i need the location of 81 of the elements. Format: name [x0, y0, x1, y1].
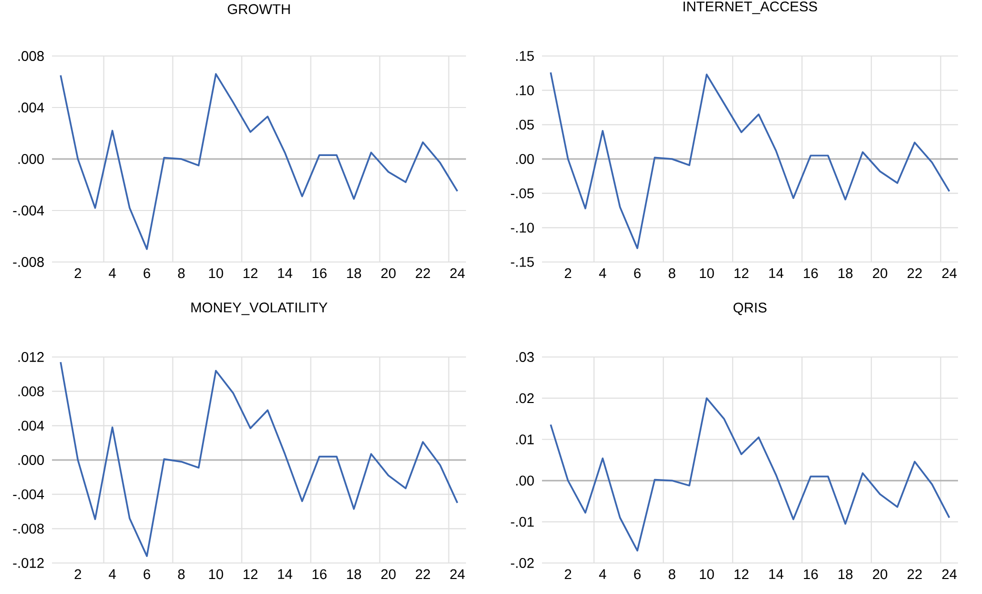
y-tick-label: -.02: [510, 558, 534, 568]
x-tick-label: 6: [634, 569, 641, 580]
y-tick-label: -.01: [510, 516, 534, 527]
x-tick-label: 8: [668, 569, 676, 580]
y-tick-label: .012: [18, 352, 44, 362]
x-tick-label: 18: [838, 268, 853, 278]
y-tick-label: .00: [516, 476, 534, 486]
x-tick-label: 20: [381, 569, 396, 580]
x-tick-label: 16: [804, 268, 818, 278]
x-tick-label: 16: [312, 569, 327, 580]
x-tick-label: 14: [769, 569, 784, 579]
x-tick-label: 10: [209, 268, 224, 278]
x-tick-label: 12: [244, 268, 258, 278]
x-tick-label: 24: [942, 268, 957, 278]
y-tick-label: .02: [516, 393, 534, 404]
chart-title: INTERNET_ACCESS: [684, 2, 818, 14]
y-tick-label: .03: [516, 352, 534, 362]
x-tick-label: 20: [872, 569, 888, 580]
x-tick-label: 10: [209, 569, 224, 580]
x-tick-label: 22: [908, 569, 922, 580]
x-tick-label: 2: [564, 268, 572, 278]
y-tick-label: .15: [516, 51, 534, 61]
y-tick-label: -.004: [13, 206, 44, 216]
y-tick-label: -.15: [510, 257, 534, 267]
x-tick-label: 8: [178, 569, 185, 580]
line-series: [60, 73, 458, 250]
x-tick-label: 16: [312, 268, 327, 278]
x-tick-label: 6: [634, 268, 641, 278]
y-tick-label: -.008: [13, 257, 44, 267]
x-tick-label: 8: [178, 268, 185, 278]
x-tick-label: 16: [804, 569, 818, 580]
x-tick-label: 24: [942, 569, 957, 580]
x-tick-label: 14: [278, 569, 292, 579]
x-tick-label: 4: [599, 268, 606, 278]
y-tick-label: -.008: [13, 524, 44, 534]
x-tick-label: 6: [144, 569, 150, 580]
line-series: [550, 397, 950, 552]
x-tick-label: 12: [244, 569, 258, 580]
y-tick-label: -.10: [510, 222, 534, 233]
y-tick-label: .008: [18, 386, 44, 396]
x-tick-label: 14: [278, 268, 292, 278]
x-tick-label: 2: [564, 569, 572, 580]
x-tick-label: 12: [734, 268, 748, 278]
x-tick-label: 6: [144, 268, 150, 278]
x-tick-label: 2: [74, 569, 82, 580]
x-tick-label: 4: [108, 569, 116, 579]
chart-title: QRIS: [734, 302, 766, 316]
y-tick-label: .004: [18, 102, 44, 112]
x-tick-label: 18: [347, 569, 362, 580]
x-tick-label: 10: [700, 268, 714, 278]
x-tick-label: 18: [347, 268, 362, 278]
y-tick-label: .004: [18, 420, 44, 431]
x-tick-label: 22: [416, 268, 430, 278]
line-series: [60, 361, 458, 558]
x-tick-label: 24: [450, 268, 465, 278]
y-tick-label: .000: [18, 455, 44, 465]
x-tick-label: 4: [108, 268, 116, 278]
x-tick-label: 22: [908, 268, 922, 278]
x-tick-label: 18: [838, 569, 853, 580]
y-tick-label: -.012: [13, 558, 44, 568]
y-tick-label: -.004: [13, 489, 44, 500]
y-tick-label: -.05: [510, 188, 534, 198]
x-tick-label: 4: [599, 569, 606, 579]
x-tick-label: 14: [769, 268, 784, 278]
x-tick-label: 24: [450, 569, 465, 580]
x-tick-label: 22: [416, 569, 430, 580]
chart-title: MONEY_VOLATILITY: [191, 302, 328, 316]
x-tick-label: 2: [74, 268, 82, 278]
y-tick-label: .000: [18, 154, 44, 164]
x-tick-label: 20: [872, 268, 888, 278]
y-tick-label: .00: [516, 154, 534, 164]
y-tick-label: .05: [516, 120, 534, 130]
line-series: [550, 72, 950, 250]
x-tick-label: 12: [734, 569, 748, 580]
x-tick-label: 10: [700, 569, 714, 580]
chart-title: GROWTH: [228, 4, 290, 14]
y-tick-label: .008: [18, 51, 44, 61]
y-tick-label: .10: [516, 85, 534, 96]
x-tick-label: 8: [668, 268, 676, 278]
x-tick-label: 20: [381, 268, 396, 278]
y-tick-label: .01: [516, 434, 534, 444]
